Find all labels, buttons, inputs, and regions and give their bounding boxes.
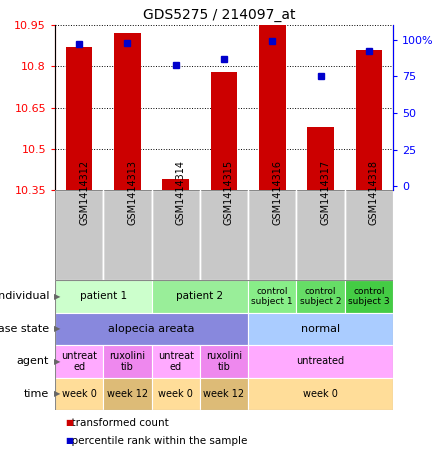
Bar bbox=[200, 345, 248, 377]
Text: patient 1: patient 1 bbox=[80, 291, 127, 301]
Text: untreat
ed: untreat ed bbox=[61, 351, 97, 371]
Text: ▶: ▶ bbox=[54, 292, 60, 301]
Text: agent: agent bbox=[17, 356, 49, 366]
Text: transformed count: transformed count bbox=[65, 418, 169, 428]
Text: ruxolini
tib: ruxolini tib bbox=[206, 351, 242, 371]
Bar bbox=[307, 127, 334, 190]
Bar bbox=[103, 190, 152, 280]
Bar bbox=[103, 345, 152, 377]
Text: ▶: ▶ bbox=[54, 324, 60, 333]
Text: GSM1414316: GSM1414316 bbox=[272, 160, 282, 225]
Text: GSM1414314: GSM1414314 bbox=[176, 160, 186, 225]
Text: week 0: week 0 bbox=[62, 389, 97, 399]
Bar bbox=[66, 47, 92, 190]
Text: untreated: untreated bbox=[297, 356, 345, 366]
Bar bbox=[152, 345, 200, 377]
Text: individual: individual bbox=[0, 291, 49, 301]
Text: percentile rank within the sample: percentile rank within the sample bbox=[65, 436, 247, 446]
Bar bbox=[55, 280, 152, 313]
Bar bbox=[55, 377, 103, 410]
Text: ruxolini
tib: ruxolini tib bbox=[110, 351, 145, 371]
Text: week 0: week 0 bbox=[303, 389, 338, 399]
Bar bbox=[297, 280, 345, 313]
Text: ■: ■ bbox=[65, 418, 73, 427]
Bar bbox=[200, 190, 248, 280]
Bar bbox=[152, 190, 200, 280]
Text: alopecia areata: alopecia areata bbox=[108, 324, 195, 334]
Text: untreat
ed: untreat ed bbox=[158, 351, 194, 371]
Bar bbox=[248, 190, 297, 280]
Bar bbox=[103, 377, 152, 410]
Text: control
subject 1: control subject 1 bbox=[251, 287, 293, 306]
Text: week 12: week 12 bbox=[107, 389, 148, 399]
Text: patient 2: patient 2 bbox=[176, 291, 223, 301]
Bar bbox=[152, 377, 200, 410]
Bar bbox=[152, 280, 248, 313]
Bar bbox=[259, 25, 286, 190]
Text: disease state: disease state bbox=[0, 324, 49, 334]
Bar bbox=[211, 72, 237, 190]
Text: ▶: ▶ bbox=[54, 389, 60, 398]
Text: week 0: week 0 bbox=[158, 389, 193, 399]
Text: control
subject 2: control subject 2 bbox=[300, 287, 341, 306]
Bar bbox=[248, 313, 393, 345]
Text: time: time bbox=[24, 389, 49, 399]
Bar bbox=[55, 190, 103, 280]
Text: week 12: week 12 bbox=[203, 389, 244, 399]
Bar bbox=[200, 377, 248, 410]
Bar bbox=[55, 313, 248, 345]
Text: GDS5275 / 214097_at: GDS5275 / 214097_at bbox=[143, 8, 295, 22]
Bar bbox=[162, 179, 189, 190]
Text: ▶: ▶ bbox=[54, 357, 60, 366]
Text: normal: normal bbox=[301, 324, 340, 334]
Text: GSM1414317: GSM1414317 bbox=[321, 160, 331, 225]
Bar bbox=[248, 345, 393, 377]
Text: GSM1414318: GSM1414318 bbox=[369, 160, 379, 225]
Bar bbox=[345, 190, 393, 280]
Text: control
subject 3: control subject 3 bbox=[348, 287, 390, 306]
Text: GSM1414312: GSM1414312 bbox=[79, 160, 89, 225]
Bar bbox=[356, 50, 382, 190]
Bar bbox=[248, 377, 393, 410]
Bar bbox=[248, 280, 297, 313]
Bar bbox=[114, 33, 141, 190]
Text: GSM1414315: GSM1414315 bbox=[224, 160, 234, 225]
Bar bbox=[297, 190, 345, 280]
Bar bbox=[55, 345, 103, 377]
Text: GSM1414313: GSM1414313 bbox=[127, 160, 138, 225]
Bar bbox=[345, 280, 393, 313]
Text: ■: ■ bbox=[65, 436, 73, 445]
